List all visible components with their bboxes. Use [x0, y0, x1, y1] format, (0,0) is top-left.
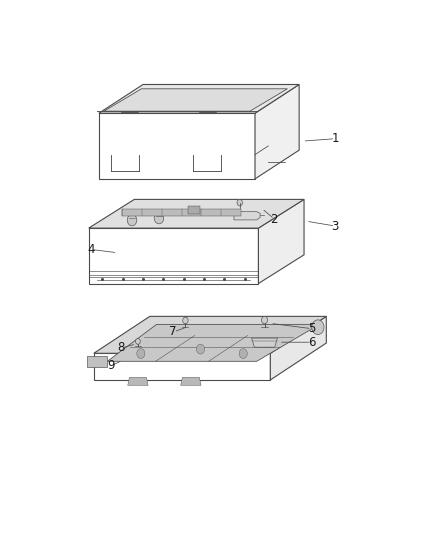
Polygon shape: [258, 199, 304, 284]
Text: 9: 9: [107, 359, 115, 372]
Polygon shape: [234, 212, 260, 220]
Polygon shape: [87, 356, 107, 367]
Polygon shape: [88, 228, 258, 284]
Circle shape: [312, 320, 324, 335]
Text: 7: 7: [170, 326, 177, 338]
Circle shape: [127, 214, 137, 226]
Text: 5: 5: [307, 322, 315, 335]
Polygon shape: [128, 377, 148, 385]
Circle shape: [197, 344, 205, 354]
Polygon shape: [251, 338, 277, 347]
Polygon shape: [94, 317, 326, 353]
Bar: [122, 209, 241, 216]
Polygon shape: [104, 89, 287, 111]
Polygon shape: [88, 199, 304, 228]
Circle shape: [183, 317, 188, 324]
Text: 4: 4: [87, 243, 95, 256]
Polygon shape: [99, 113, 255, 179]
Circle shape: [239, 349, 247, 359]
Circle shape: [135, 338, 140, 344]
Polygon shape: [181, 377, 201, 385]
Polygon shape: [270, 317, 326, 380]
Polygon shape: [255, 84, 299, 179]
Polygon shape: [99, 84, 299, 113]
Circle shape: [237, 199, 243, 206]
Polygon shape: [94, 353, 270, 380]
Text: 2: 2: [270, 213, 278, 225]
Text: 3: 3: [332, 220, 339, 232]
Circle shape: [154, 212, 164, 224]
Text: 1: 1: [332, 132, 339, 145]
Circle shape: [137, 349, 145, 359]
Polygon shape: [107, 325, 320, 361]
Text: 8: 8: [117, 342, 125, 354]
Circle shape: [261, 317, 268, 324]
Text: 6: 6: [307, 336, 315, 349]
Bar: [188, 206, 200, 214]
